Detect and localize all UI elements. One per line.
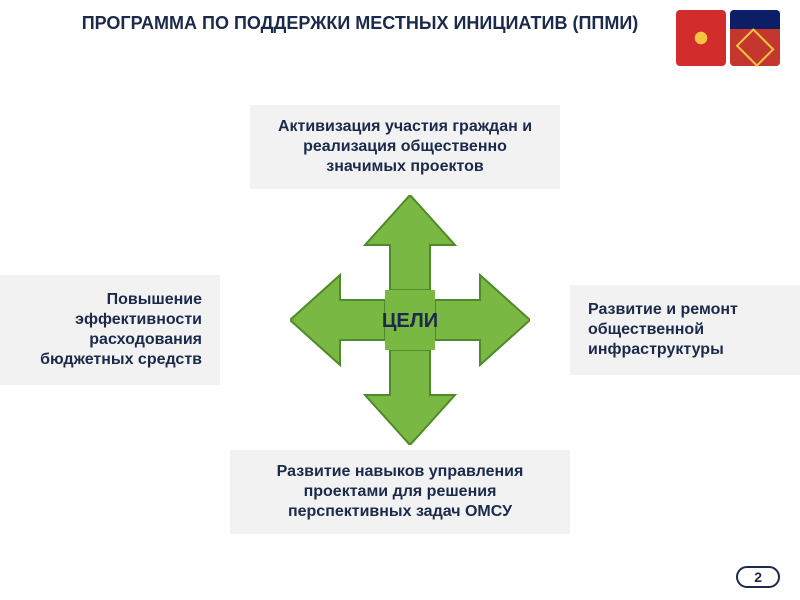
goal-box-right: Развитие и ремонт общественной инфрастру… [570,285,800,375]
emblem-russia-icon [676,10,726,66]
goal-box-left: Повышение эффективности расходования бюд… [0,275,220,385]
slide-title: ПРОГРАММА ПО ПОДДЕРЖКИ МЕСТНЫХ ИНИЦИАТИВ… [60,12,660,35]
goal-box-left-text: Повышение эффективности расходования бюд… [16,290,202,370]
goal-box-top: Активизация участия граждан и реализация… [250,105,560,189]
page-number: 2 [736,566,780,588]
emblem-region-icon [730,10,780,66]
slide-header: ПРОГРАММА ПО ПОДДЕРЖКИ МЕСТНЫХ ИНИЦИАТИВ… [60,12,660,35]
emblems [676,10,780,66]
center-label: ЦЕЛИ [350,310,470,333]
goal-box-right-text: Развитие и ремонт общественной инфрастру… [588,300,784,360]
goal-box-bottom: Развитие навыков управления проектами дл… [230,450,570,534]
